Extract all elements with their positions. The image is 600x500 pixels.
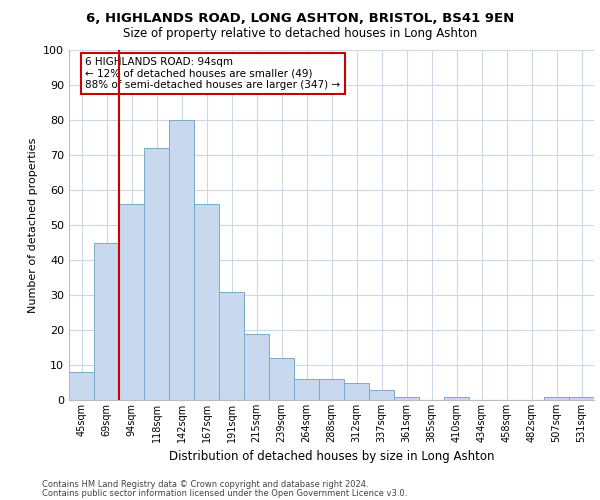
- Bar: [219, 292, 244, 400]
- Text: 6 HIGHLANDS ROAD: 94sqm
← 12% of detached houses are smaller (49)
88% of semi-de: 6 HIGHLANDS ROAD: 94sqm ← 12% of detache…: [85, 57, 340, 90]
- Bar: [394, 396, 419, 400]
- Bar: [369, 390, 394, 400]
- Y-axis label: Number of detached properties: Number of detached properties: [28, 138, 38, 312]
- Bar: [69, 372, 94, 400]
- Bar: [269, 358, 294, 400]
- Bar: [319, 379, 344, 400]
- Text: Contains public sector information licensed under the Open Government Licence v3: Contains public sector information licen…: [42, 488, 407, 498]
- Text: Size of property relative to detached houses in Long Ashton: Size of property relative to detached ho…: [123, 28, 477, 40]
- Text: 6, HIGHLANDS ROAD, LONG ASHTON, BRISTOL, BS41 9EN: 6, HIGHLANDS ROAD, LONG ASHTON, BRISTOL,…: [86, 12, 514, 26]
- Bar: [169, 120, 194, 400]
- Bar: [194, 204, 219, 400]
- Bar: [444, 396, 469, 400]
- Bar: [119, 204, 144, 400]
- Bar: [294, 379, 319, 400]
- Bar: [244, 334, 269, 400]
- Bar: [569, 396, 594, 400]
- Bar: [544, 396, 569, 400]
- Bar: [344, 382, 369, 400]
- Bar: [94, 242, 119, 400]
- Bar: [144, 148, 169, 400]
- Text: Contains HM Land Registry data © Crown copyright and database right 2024.: Contains HM Land Registry data © Crown c…: [42, 480, 368, 489]
- X-axis label: Distribution of detached houses by size in Long Ashton: Distribution of detached houses by size …: [169, 450, 494, 464]
